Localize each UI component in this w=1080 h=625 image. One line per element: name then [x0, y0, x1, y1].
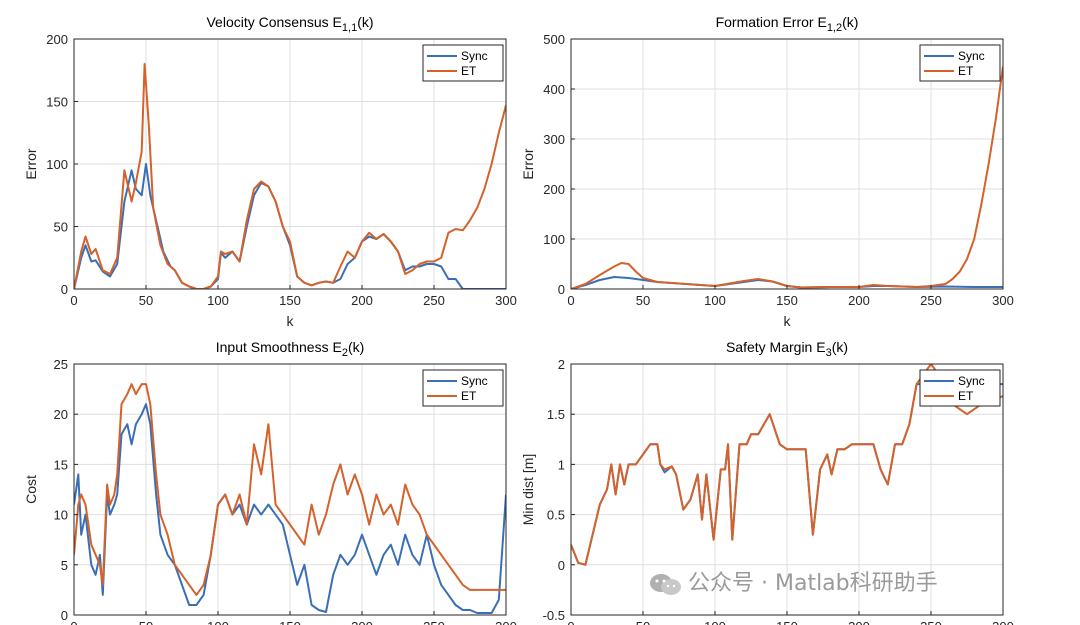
y-tick-label: 300: [543, 132, 565, 147]
series-line-et: [74, 63, 506, 289]
x-tick-label: 50: [636, 293, 650, 308]
x-tick-label: 100: [207, 619, 229, 625]
y-tick-label: 400: [543, 82, 565, 97]
wechat-icon: [650, 574, 681, 595]
x-tick-label: 100: [207, 293, 229, 308]
series-line-sync: [74, 403, 506, 614]
y-tick-label: 100: [543, 232, 565, 247]
y-tick-label: 0: [61, 608, 68, 623]
x-tick-label: 150: [279, 619, 301, 625]
y-tick-label: 1: [558, 457, 565, 472]
x-tick-label: 300: [495, 293, 517, 308]
y-axis-label: Cost: [23, 475, 39, 504]
y-tick-label: 25: [54, 357, 68, 372]
y-tick-label: 200: [46, 32, 68, 47]
y-tick-label: 2: [558, 357, 565, 372]
legend-label: Sync: [461, 374, 488, 388]
x-tick-label: 50: [139, 293, 153, 308]
y-tick-label: -0.5: [543, 608, 565, 623]
x-tick-label: 100: [704, 293, 726, 308]
x-tick-label: 50: [139, 619, 153, 625]
x-tick-label: 200: [848, 619, 870, 625]
x-tick-label: 250: [423, 293, 445, 308]
y-axis-label: Error: [520, 148, 536, 179]
x-tick-label: 250: [920, 619, 942, 625]
y-tick-label: 15: [54, 457, 68, 472]
legend-label: ET: [958, 389, 974, 403]
y-tick-label: 100: [46, 157, 68, 172]
y-tick-label: 0: [61, 282, 68, 297]
series-line-et: [571, 66, 1003, 289]
y-tick-label: 5: [61, 558, 68, 573]
x-tick-label: 150: [776, 293, 798, 308]
y-tick-label: 50: [54, 220, 68, 235]
y-tick-label: 10: [54, 508, 68, 523]
subplot-1: 0 50 100 150 200 250 300 0 50 100 150 200 Velocity C…: [23, 14, 517, 329]
series-line-et: [74, 383, 506, 596]
y-tick-label: 1.5: [547, 407, 565, 422]
x-tick-label: 300: [495, 619, 517, 625]
chart-title: Input Smoothness E2(k): [216, 339, 365, 359]
x-tick-label: 250: [423, 619, 445, 625]
y-tick-label: 150: [46, 95, 68, 110]
y-tick-label: 20: [54, 407, 68, 422]
x-tick-label: 300: [992, 293, 1014, 308]
x-axis-label: k: [287, 313, 295, 329]
x-tick-label: 0: [567, 619, 574, 625]
chart-title: Velocity Consensus E1,1(k): [206, 14, 373, 34]
x-tick-label: 50: [636, 619, 650, 625]
x-tick-label: 300: [992, 619, 1014, 625]
chart-title: Formation Error E1,2(k): [716, 14, 859, 34]
legend-box: [919, 369, 1001, 407]
subplot-3: 0 50 100 150 200 250 300 0 5 10 15 20 25 Input Smooth…: [23, 339, 517, 625]
x-tick-label: 200: [351, 619, 373, 625]
x-tick-label: 200: [351, 293, 373, 308]
x-tick-label: 150: [279, 293, 301, 308]
x-tick-label: 150: [776, 619, 798, 625]
x-tick-label: 100: [704, 619, 726, 625]
legend-box: [422, 44, 504, 82]
legend-label: ET: [461, 64, 477, 78]
watermark: 公众号 · Matlab科研助手: [648, 565, 938, 597]
legend-label: Sync: [958, 49, 985, 63]
y-tick-label: 0: [558, 282, 565, 297]
x-tick-label: 0: [70, 293, 77, 308]
legend-label: Sync: [461, 49, 488, 63]
x-tick-label: 0: [567, 293, 574, 308]
watermark-text: 公众号 · Matlab科研助手: [688, 571, 938, 596]
legend-label: ET: [461, 389, 477, 403]
subplot-2: 0 50 100 150 200 250 300 0 100 200 300 400 500 Format…: [520, 14, 1014, 329]
legend-label: Sync: [958, 374, 985, 388]
y-tick-label: 200: [543, 182, 565, 197]
chart-title: Safety Margin E3(k): [726, 339, 848, 359]
y-tick-label: 0: [558, 558, 565, 573]
x-tick-label: 0: [70, 619, 77, 625]
y-tick-label: 0.5: [547, 508, 565, 523]
x-tick-label: 250: [920, 293, 942, 308]
x-tick-label: 200: [848, 293, 870, 308]
legend-box: [422, 369, 504, 407]
y-axis-label: Error: [23, 148, 39, 179]
legend-label: ET: [958, 64, 974, 78]
legend-box: [919, 44, 1001, 82]
x-axis-label: k: [784, 313, 792, 329]
y-tick-label: 500: [543, 32, 565, 47]
y-axis-label: Min dist [m]: [520, 454, 536, 526]
